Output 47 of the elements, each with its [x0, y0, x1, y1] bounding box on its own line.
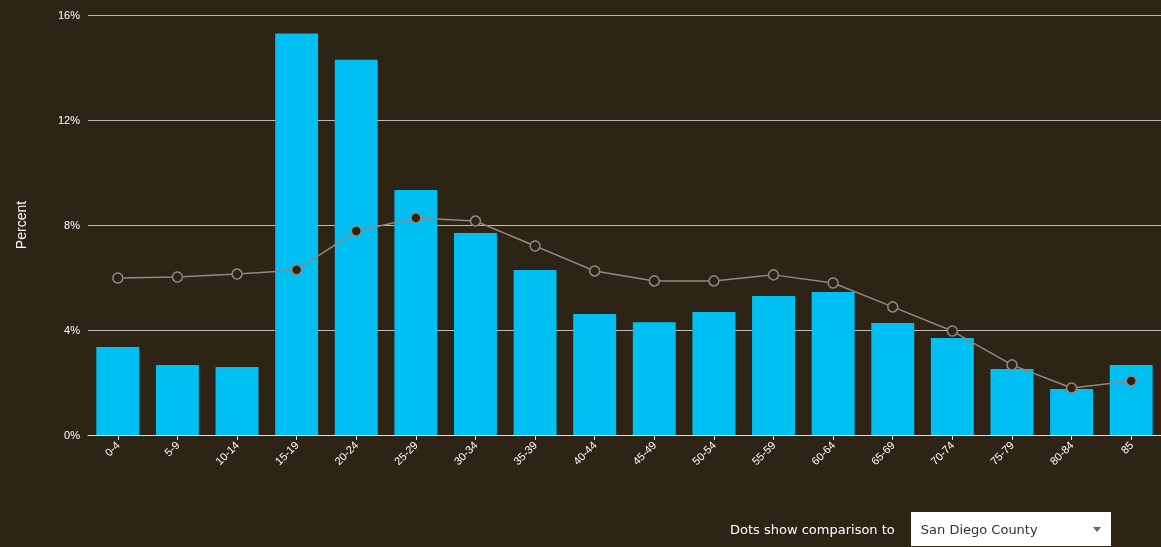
text: Dots show comparison to [730, 521, 895, 537]
bar [990, 369, 1034, 435]
point [648, 275, 661, 287]
y-tick-label: 4% [64, 324, 81, 336]
point [290, 264, 303, 276]
point [708, 275, 720, 287]
x-tick-label: 5-9 [161, 438, 182, 459]
y-axis-title: Percent [13, 200, 29, 250]
bar [215, 367, 259, 435]
x-tick-label: 0-4 [102, 438, 123, 459]
point [827, 277, 839, 289]
y-tick-label: 16% [57, 9, 81, 21]
bar [811, 291, 855, 435]
point [1006, 359, 1018, 371]
point [887, 301, 899, 313]
point [529, 240, 541, 252]
bar [930, 337, 974, 435]
bar [513, 269, 557, 435]
y-tick-label: 8% [64, 219, 81, 231]
point [469, 215, 482, 227]
y-tick-label: 0% [64, 429, 81, 441]
bar [632, 322, 676, 435]
bar [871, 322, 915, 435]
point [112, 272, 124, 284]
bar [394, 190, 438, 435]
point [410, 212, 422, 224]
point [171, 271, 184, 283]
bar [275, 33, 319, 435]
bar [1050, 389, 1094, 435]
bar [692, 311, 736, 435]
point [767, 269, 780, 281]
point [946, 325, 959, 337]
y-tick-label: 12% [57, 114, 81, 126]
bar [454, 232, 497, 435]
x-tick-label: 85 [1118, 438, 1136, 456]
dropdown: San Diego County [910, 512, 1111, 546]
bar [155, 364, 199, 435]
bar [96, 347, 140, 435]
point [350, 225, 362, 237]
point [1065, 382, 1078, 394]
point [588, 265, 601, 277]
bar [752, 295, 795, 435]
bar [1109, 364, 1153, 435]
point [231, 268, 243, 280]
bar [334, 59, 378, 435]
bar [573, 313, 617, 435]
point [1125, 375, 1137, 387]
